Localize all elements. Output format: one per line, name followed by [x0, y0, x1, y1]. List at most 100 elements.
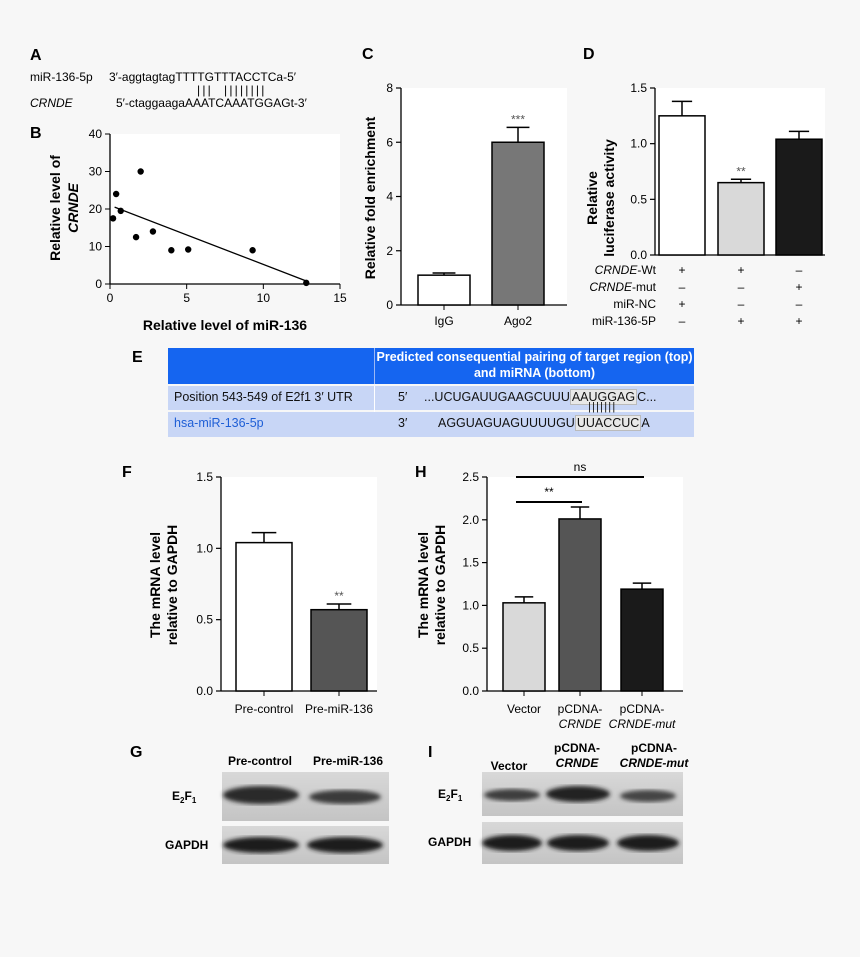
i-col3-l1: pCDNA- [631, 741, 677, 755]
d-condition-label-rest: -Wt [637, 263, 656, 277]
i-row-e2f1: E2F1 [438, 787, 463, 803]
h-bracket-label: ns [574, 460, 587, 474]
b-ylabel-line1: Relative level of [47, 155, 63, 261]
crnde-seq-match: AAATCAAATGGAG [185, 96, 291, 110]
b-data-point [185, 246, 192, 253]
i-e2f1-1: 1 [458, 794, 463, 803]
i-e2f1-f: F [450, 787, 457, 801]
c-ytick-label: 0 [386, 298, 393, 312]
h-bar [620, 588, 664, 692]
b-xtick-label: 0 [107, 291, 114, 305]
e-header-title: Predicted consequential pairing of targe… [376, 350, 693, 380]
e-mirna-name: hsa-miR-136-5p [174, 416, 264, 430]
g-band-e2f1-2 [309, 790, 381, 804]
h-category-label: pCDNA- [558, 702, 603, 716]
d-condition-label-em: CRNDE [589, 280, 633, 294]
b-data-point [249, 247, 256, 254]
d-ytick-label: 1.0 [630, 137, 647, 151]
b-xtick-label: 15 [333, 291, 347, 305]
d-condition-mark: – [679, 280, 686, 294]
f-ytick-label: 0.0 [196, 684, 213, 698]
e-mirna-seq-hi: UUACCUC [574, 415, 642, 431]
b-data-point [132, 233, 140, 241]
h-ytick-label: 0.5 [462, 641, 479, 655]
i-band-gapdh-3 [617, 835, 679, 851]
i-col-vector: Vector [491, 759, 528, 773]
h-bracket-label: ** [544, 485, 554, 499]
h-category-label-2: CRNDE [559, 717, 603, 731]
d-condition-mark: + [678, 297, 685, 311]
panel-letter-A: A [30, 47, 42, 64]
f-significance: ** [334, 589, 344, 603]
panel-d-bar-chart: 0.00.51.01.5**CRNDE-Wt + + –CRNDE-mut – – +miR… [589, 81, 825, 328]
b-data-point [112, 190, 120, 198]
c-bar [491, 141, 545, 306]
b-data-point [117, 207, 124, 215]
h-category-label: pCDNA- [620, 702, 665, 716]
b-xtick-label: 10 [257, 291, 271, 305]
d-ylabel-line1: Relative [584, 171, 600, 225]
e-mirna-end: 3′ [398, 416, 408, 430]
h-category-label: Vector [507, 702, 541, 716]
e-target-seq-tail: C... [637, 390, 657, 404]
d-significance: ** [736, 164, 746, 178]
b-data-point [109, 215, 117, 222]
d-condition-label: CRNDE-Wt [595, 263, 657, 277]
d-condition-mark: – [738, 297, 745, 311]
i-col2-l2: CRNDE [556, 756, 600, 770]
f-ytick-label: 1.0 [196, 541, 213, 555]
e-header-row: Predicted consequential pairing of targe… [168, 348, 694, 384]
e-target-end: 5′ [398, 390, 408, 404]
d-condition-mark: + [737, 263, 744, 277]
crnde-seq-prefix: 5′-ctaggaaga [116, 96, 185, 110]
b-ytick-label: 40 [89, 127, 103, 141]
h-ylabel-line1: The mRNA level [415, 532, 431, 638]
d-condition-label-rest: miR-NC [613, 297, 656, 311]
c-ytick-label: 6 [386, 135, 393, 149]
f-category-label: Pre-control [235, 702, 294, 716]
panel-letter-D: D [583, 46, 595, 63]
g-e2f1-1: 1 [192, 796, 197, 805]
b-ytick-label: 10 [89, 240, 103, 254]
b-xtick-label: 5 [183, 291, 190, 305]
e-target-seq-a: ...UCUGAUUGAAGCUUU [424, 390, 570, 404]
i-row-gapdh: GAPDH [428, 835, 471, 849]
h-bar [558, 518, 602, 692]
h-ylabel-line2: relative to GAPDH [432, 525, 448, 646]
panel-letter-B: B [30, 125, 42, 142]
b-data-point [149, 228, 157, 235]
h-bar [502, 602, 546, 692]
g-band-e2f1-1 [223, 786, 299, 804]
i-band-e2f1-2 [546, 786, 610, 802]
crnde-label: CRNDE [30, 96, 74, 110]
mirna-seq-suffix: a-5′ [276, 70, 296, 84]
d-bar [717, 181, 765, 256]
panel-i-western-blot: Vector pCDNA- CRNDE pCDNA- CRNDE-mut E2F… [428, 741, 689, 864]
b-ylabel-line2: CRNDE [65, 182, 81, 232]
d-condition-mark: – [796, 297, 803, 311]
panel-letter-I: I [428, 744, 432, 761]
c-category-label: Ago2 [504, 314, 532, 328]
c-ytick-label: 4 [386, 190, 393, 204]
d-ytick-label: 0.0 [630, 248, 647, 262]
g-e2f1-e: E [172, 789, 180, 803]
panel-c-bar-chart: 0 2 4 6 8 *** IgG Ago2 [386, 81, 567, 328]
h-ytick-label: 1.5 [462, 556, 479, 570]
f-ylabel-line2: relative to GAPDH [164, 525, 180, 646]
e-target-seq: ...UCUGAUUGAAGCUUU AAUGGAG C... [424, 389, 657, 405]
panel-letter-C: C [362, 46, 374, 63]
pairing-marks-a: ||| |||||||| [197, 83, 267, 97]
d-condition-mark: + [737, 314, 744, 328]
h-ytick-label: 0.0 [462, 684, 479, 698]
g-band-gapdh-1 [223, 837, 299, 853]
h-ytick-label: 1.0 [462, 598, 479, 612]
c-category-label: IgG [434, 314, 453, 328]
b-ytick-label: 30 [89, 165, 103, 179]
d-bar [775, 138, 823, 256]
b-data-point [168, 247, 175, 254]
panel-b-scatter-plot: 0 10 20 30 40 0 5 10 15 [89, 127, 347, 305]
i-band-gapdh-2 [547, 835, 609, 851]
mirna-sequence: 3′-aggtagtagTTTTGTTTACCTCa-5′ [109, 70, 297, 84]
